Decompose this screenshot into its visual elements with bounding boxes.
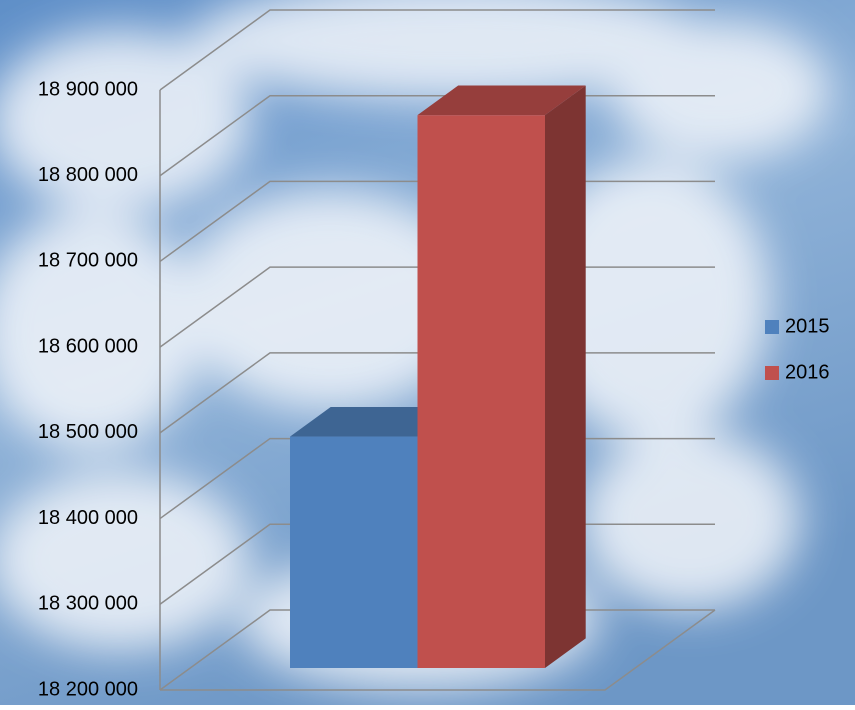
- legend-swatch: [765, 320, 779, 334]
- y-tick-label: 18 600 000: [38, 335, 138, 357]
- y-tick-label: 18 500 000: [38, 421, 138, 443]
- legend-label: 2015: [785, 315, 830, 337]
- legend-swatch: [765, 366, 779, 380]
- floor: [160, 609, 716, 691]
- bar-top: [417, 85, 586, 116]
- plot: 18 200 000 18 300 000 18 400 000 18 500 000…: [38, 9, 830, 700]
- bar-side: [545, 85, 586, 669]
- y-tick-label: 18 800 000: [38, 164, 138, 186]
- y-tick-label: 18 700 000: [38, 250, 138, 272]
- y-tick-label: 18 400 000: [38, 507, 138, 529]
- y-tick-label: 18 200 000: [38, 678, 138, 700]
- legend-label: 2016: [785, 361, 830, 383]
- y-tick-label: 18 900 000: [38, 78, 138, 100]
- grid-line: [159, 9, 715, 91]
- bar: [417, 115, 545, 668]
- y-tick-label: 18 300 000: [38, 593, 138, 615]
- bar-top: [290, 406, 459, 437]
- bar: [290, 436, 418, 668]
